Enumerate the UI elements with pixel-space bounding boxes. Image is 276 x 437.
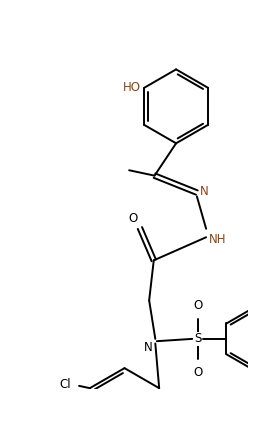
Text: O: O: [193, 366, 202, 379]
Text: S: S: [194, 333, 201, 345]
Text: HO: HO: [123, 81, 141, 94]
Text: N: N: [144, 341, 152, 354]
Text: N: N: [200, 184, 209, 198]
Text: O: O: [193, 299, 202, 312]
Text: O: O: [128, 212, 138, 225]
Text: NH: NH: [209, 232, 227, 246]
Text: Cl: Cl: [60, 378, 71, 391]
